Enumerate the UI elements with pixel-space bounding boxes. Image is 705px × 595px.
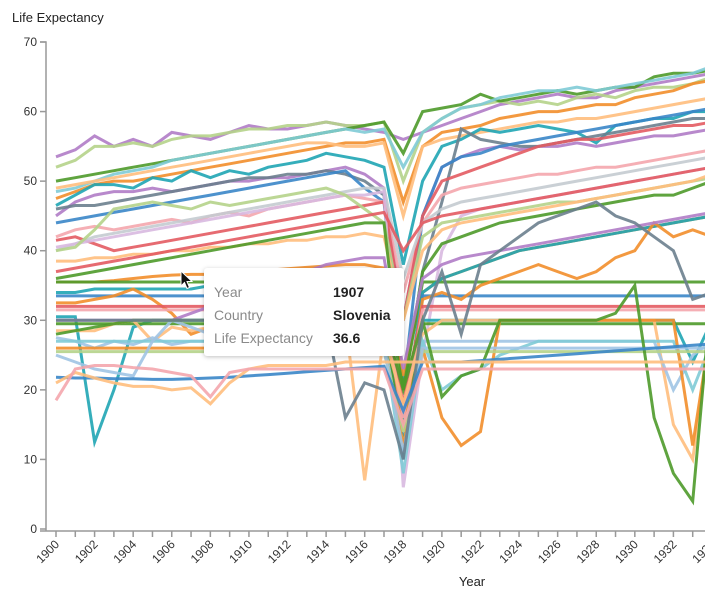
series-line-series-pink-c[interactable] bbox=[54, 364, 705, 430]
series-line-series-red-b[interactable] bbox=[55, 166, 705, 274]
x-tick-label: 1914 bbox=[303, 537, 332, 566]
y-axis-title: Life Expectancy bbox=[12, 10, 104, 25]
tooltip-value: 1907 bbox=[333, 284, 365, 300]
series-line-series-peach-d[interactable] bbox=[55, 360, 705, 406]
x-tick-label: 1900 bbox=[33, 537, 62, 566]
tooltip-row-country: Country Slovenia bbox=[214, 304, 404, 327]
tooltip-key: Year bbox=[214, 284, 243, 300]
y-tick-label: 40 bbox=[24, 244, 38, 258]
x-tick-label: 1922 bbox=[458, 537, 487, 566]
y-tick-label: 30 bbox=[24, 313, 38, 327]
x-tick-label: 1920 bbox=[419, 537, 448, 566]
series-layer bbox=[54, 66, 705, 506]
x-tick-label: 1908 bbox=[188, 537, 217, 566]
tooltip-value: 36.6 bbox=[333, 330, 361, 346]
series-line-series-slate-b[interactable] bbox=[56, 200, 705, 460]
x-axis: 1900 1902 1904 1906 1908 1910 1912 1914 1916 1918… bbox=[33, 530, 705, 566]
y-tick-label: 0 bbox=[30, 522, 37, 536]
x-tick-label: 1906 bbox=[149, 537, 178, 566]
series-line-series-orange-a[interactable] bbox=[55, 80, 705, 207]
y-tick-label: 70 bbox=[24, 35, 38, 49]
y-tick-label: 20 bbox=[24, 383, 38, 397]
x-tick-label: 1910 bbox=[226, 537, 255, 566]
mouse-pointer-icon bbox=[180, 270, 194, 290]
tooltip-row-year: Year 1907 bbox=[214, 281, 404, 304]
y-tick-label: 10 bbox=[24, 452, 38, 466]
x-tick-label: 1902 bbox=[72, 537, 101, 566]
x-axis-title: Year bbox=[459, 574, 486, 589]
tooltip: Year 1907 Country Slovenia Life Expectan… bbox=[204, 268, 404, 356]
series-line-series-cyan-a[interactable] bbox=[55, 66, 705, 194]
tooltip-key: Life Expectancy bbox=[214, 330, 313, 346]
y-axis: 0 10 20 30 40 50 60 70 bbox=[24, 35, 47, 536]
x-tick-label: 1928 bbox=[574, 537, 603, 566]
x-tick-label: 1934 bbox=[689, 537, 705, 566]
x-tick-label: 1916 bbox=[342, 537, 371, 566]
x-tick-label: 1904 bbox=[111, 537, 140, 566]
series-line-series-lightgrey-a[interactable] bbox=[55, 156, 705, 285]
x-tick-label: 1926 bbox=[535, 537, 564, 566]
x-tick-label: 1912 bbox=[265, 537, 294, 566]
series-line-series-darkgreen-b[interactable] bbox=[55, 181, 705, 391]
tooltip-value: Slovenia bbox=[333, 307, 391, 323]
x-tick-label: 1930 bbox=[612, 537, 641, 566]
series-line-series-blue-c[interactable] bbox=[55, 342, 705, 415]
y-tick-label: 50 bbox=[24, 174, 38, 188]
x-tick-label: 1918 bbox=[381, 537, 410, 566]
tooltip-key: Country bbox=[214, 307, 264, 323]
y-tick-label: 60 bbox=[24, 105, 38, 119]
tooltip-row-life-expectancy: Life Expectancy 36.6 bbox=[214, 327, 404, 350]
y-axis-line bbox=[40, 41, 47, 531]
x-tick-label: 1932 bbox=[651, 537, 680, 566]
series-line-series-peach-a[interactable] bbox=[55, 97, 705, 222]
x-tick-label: 1924 bbox=[496, 537, 525, 566]
